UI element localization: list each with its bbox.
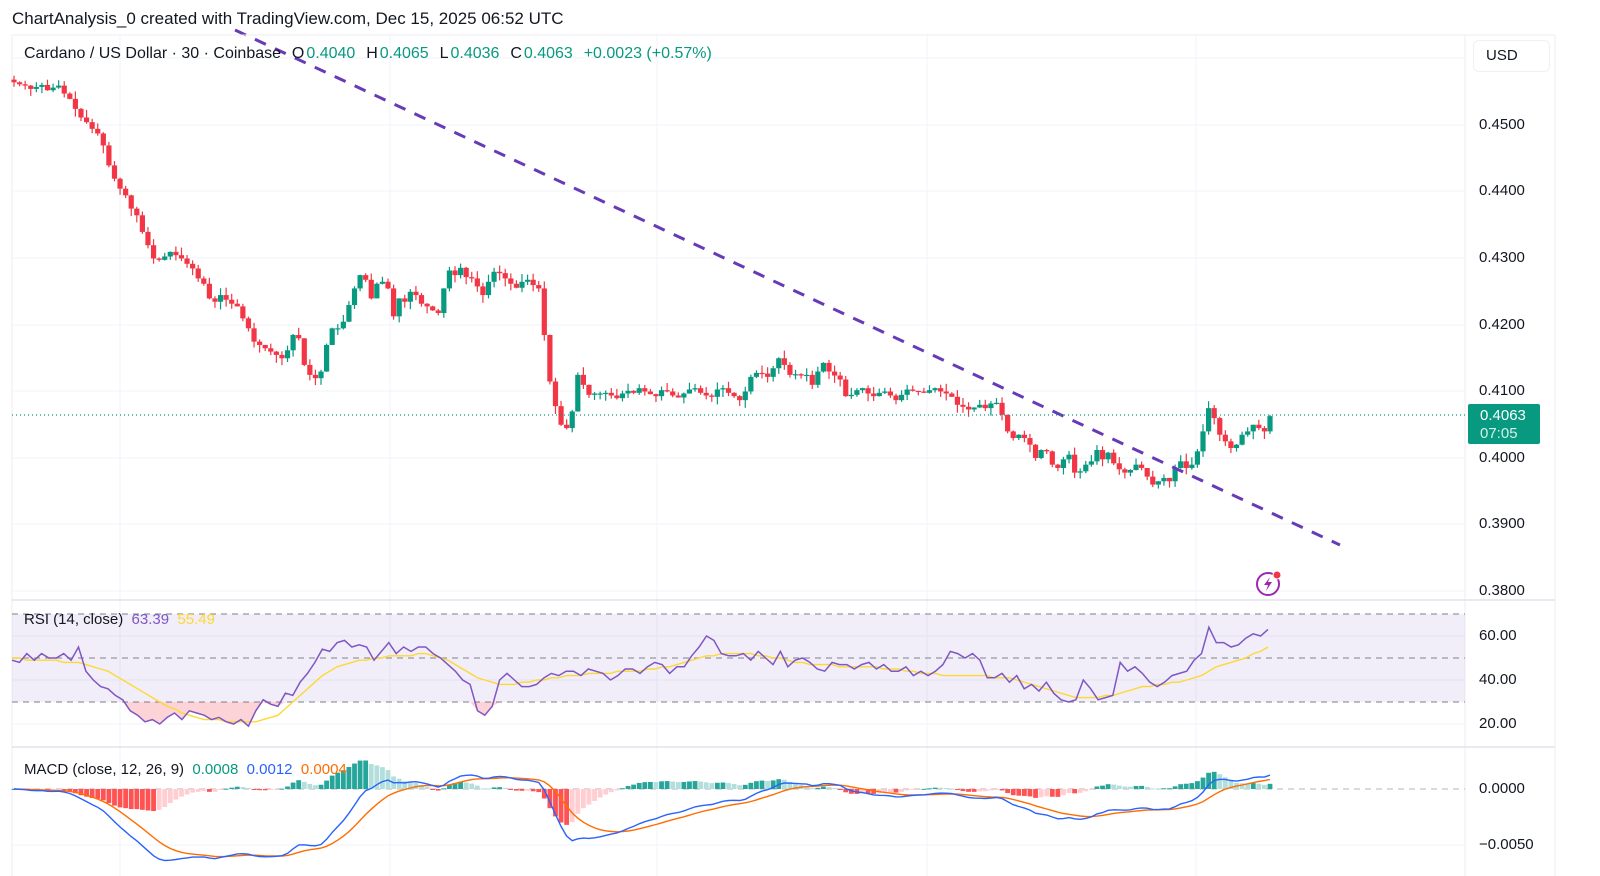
last-price-value: 0.4063 — [1480, 407, 1526, 424]
axis-tick-label: 0.4100 — [1479, 382, 1525, 399]
close-value: 0.4063 — [523, 45, 573, 62]
axis-tick-label: 0.4500 — [1479, 116, 1525, 133]
candlestick-series — [11, 75, 1273, 489]
last-price-tag: 0.4063 07:05 — [1468, 404, 1540, 444]
high-label: H — [366, 45, 378, 62]
chart-attribution-header: ChartAnalysis_0 created with TradingView… — [12, 9, 564, 28]
macd-pane — [11, 760, 1465, 862]
axis-tick-label: 0.0000 — [1479, 780, 1525, 797]
axis-tick-label: 0.3800 — [1479, 582, 1525, 599]
low-label: L — [439, 45, 449, 62]
bar-countdown: 07:05 — [1480, 425, 1518, 442]
macd-histogram-value: 0.0008 — [192, 761, 239, 778]
rsi-legend[interactable]: RSI (14, close) 63.39 55.49 — [24, 611, 215, 628]
axis-tick-label: 60.00 — [1479, 627, 1517, 644]
rsi-label[interactable]: RSI (14, close) — [24, 611, 124, 628]
axis-tick-label: 0.4000 — [1479, 449, 1525, 466]
macd-line-value: 0.0012 — [246, 761, 293, 778]
macd-label[interactable]: MACD (close, 12, 26, 9) — [24, 761, 185, 778]
axis-tick-label: 40.00 — [1479, 671, 1517, 688]
rsi-value: 63.39 — [131, 611, 170, 628]
pane-separators[interactable] — [12, 34, 1556, 876]
symbol-name[interactable]: Cardano / US Dollar · 30 · Coinbase — [24, 45, 282, 62]
change-value: +0.0023 (+0.57%) — [583, 45, 712, 62]
rsi-ma-value: 55.49 — [177, 611, 215, 628]
open-label: O — [291, 45, 305, 62]
axis-tick-label: 0.4300 — [1479, 249, 1525, 266]
currency-selector-button[interactable]: USD — [1473, 40, 1550, 72]
macd-signal-value: 0.0004 — [300, 761, 347, 778]
axis-tick-label: 20.00 — [1479, 715, 1517, 732]
axis-tick-label: 0.4200 — [1479, 316, 1525, 333]
symbol-legend[interactable]: Cardano / US Dollar · 30 · Coinbase O 0.4… — [24, 45, 714, 63]
close-label: C — [510, 45, 522, 62]
low-value: 0.4036 — [450, 45, 500, 62]
axis-tick-label: 0.4400 — [1479, 182, 1525, 199]
lightning-alert-icon[interactable] — [1255, 569, 1283, 597]
macd-legend[interactable]: MACD (close, 12, 26, 9) 0.0008 0.0012 0.… — [24, 761, 347, 778]
open-value: 0.4040 — [306, 45, 356, 62]
axis-tick-label: −0.0050 — [1479, 836, 1534, 853]
descending-trendline[interactable] — [234, 28, 1341, 547]
rsi-pane — [11, 613, 1465, 728]
grid-lines — [11, 35, 1466, 876]
axis-tick-label: 0.3900 — [1479, 515, 1525, 532]
high-value: 0.4065 — [379, 45, 429, 62]
